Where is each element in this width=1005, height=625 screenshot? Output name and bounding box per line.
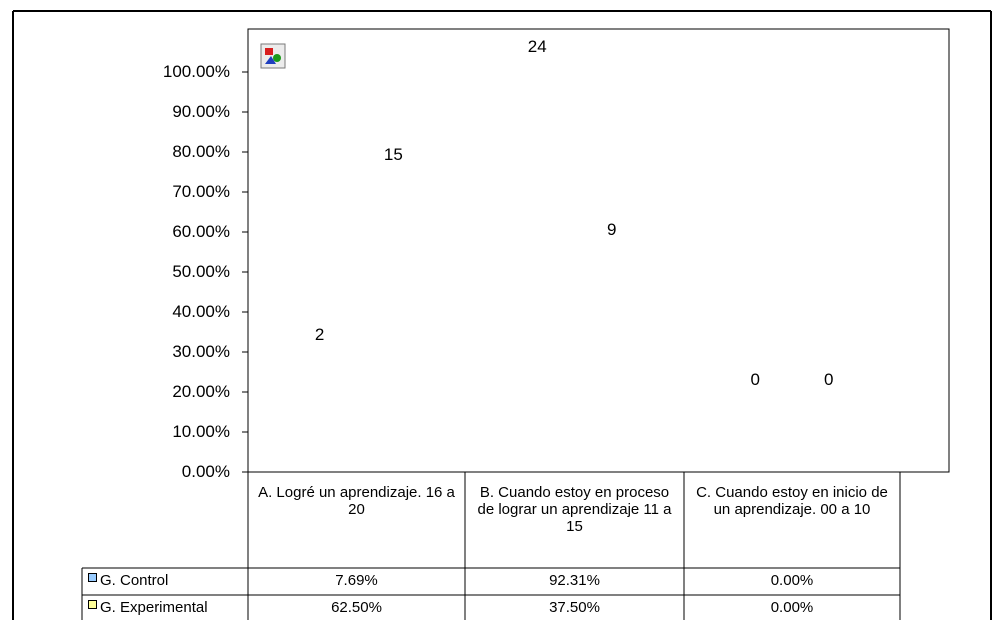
legend-swatch [88, 600, 97, 609]
data-label: 0 [824, 370, 833, 389]
y-tick-label: 60.00% [172, 222, 230, 241]
y-tick-label: 30.00% [172, 342, 230, 361]
y-tick-label: 40.00% [172, 302, 230, 321]
y-tick-label: 10.00% [172, 422, 230, 441]
y-tick-label: 0.00% [182, 462, 230, 481]
table-cell: 7.69% [335, 572, 378, 589]
table-cell: 92.31% [549, 572, 600, 589]
y-tick-label: 80.00% [172, 142, 230, 161]
category-label: C. Cuando estoy en inicio de un aprendiz… [696, 484, 888, 518]
plot-area [247, 28, 950, 473]
table-cell: 0.00% [770, 599, 814, 616]
data-label: 15 [384, 145, 403, 164]
legend-control: G. Control [88, 572, 168, 589]
data-label: 0 [751, 370, 760, 389]
broken-image-icon [260, 43, 286, 69]
category-label: A. Logré un aprendizaje. 16 a 20 [258, 484, 455, 518]
y-tick-label: 50.00% [172, 262, 230, 281]
y-tick-label: 100.00% [163, 62, 230, 81]
y-tick-label: 20.00% [172, 382, 230, 401]
table-cell: 62.50% [331, 599, 382, 616]
data-table-grid [81, 472, 901, 620]
y-axis: 0.00% 10.00% 20.00% 30.00% 40.00% 50.00% 60.00… [163, 32, 249, 481]
legend-experimental: G. Experimental [88, 599, 208, 616]
y-tick-label: 90.00% [172, 102, 230, 121]
table-cell: 37.50% [549, 599, 600, 616]
category-label: B. Cuando estoy en proceso de lograr un … [477, 484, 672, 535]
data-labels: 2 24 0 15 9 0 [315, 37, 834, 389]
table-cell: 0.00% [770, 572, 814, 589]
data-label: 24 [528, 37, 547, 56]
legend-label: G. Experimental [100, 599, 208, 616]
legend-label: G. Control [100, 572, 169, 589]
y-tick-label: 70.00% [172, 182, 230, 201]
legend-swatch [88, 573, 97, 582]
data-label: 2 [315, 325, 324, 344]
data-label: 9 [607, 220, 616, 239]
